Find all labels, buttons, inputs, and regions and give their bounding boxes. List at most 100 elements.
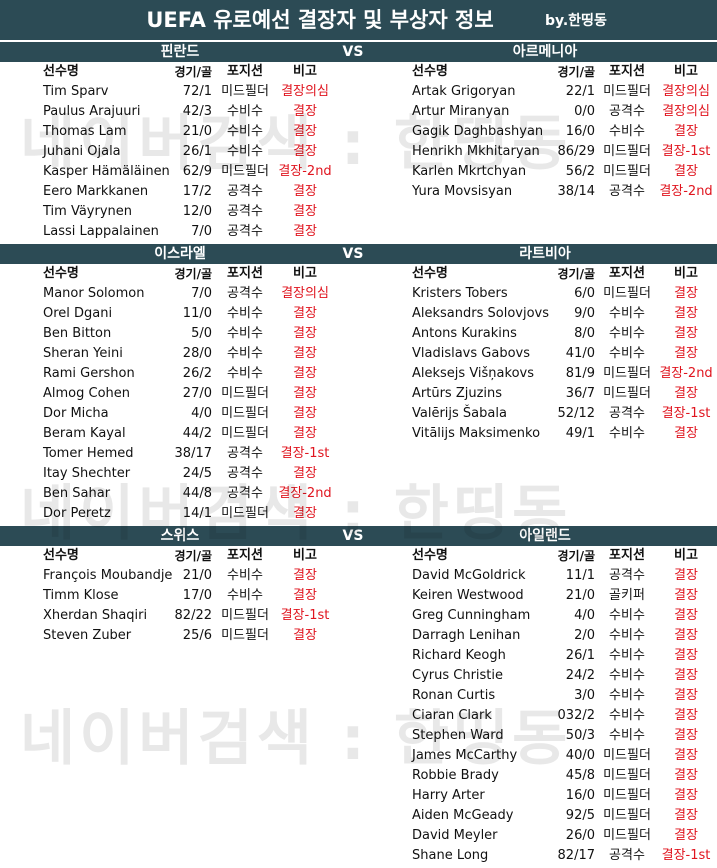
games-goals: 22/1 <box>565 84 595 99</box>
remark: 결장 <box>674 748 698 763</box>
column-header: 선수명 <box>412 266 448 281</box>
games-goals: 25/6 <box>182 628 212 643</box>
remark: 결장-1st <box>280 608 330 623</box>
remark: 결장-1st <box>661 848 711 863</box>
games-goals: 52/12 <box>557 406 595 421</box>
position: 공격수 <box>227 466 263 481</box>
column-header: 비고 <box>674 266 698 281</box>
games-goals: 2/0 <box>574 628 595 643</box>
position: 미드필더 <box>603 84 651 99</box>
remark: 결장의심 <box>281 286 329 301</box>
position: 수비수 <box>609 668 645 683</box>
position: 수비수 <box>227 306 263 321</box>
byline: by.한띵동 <box>545 13 607 29</box>
position: 수비수 <box>609 124 645 139</box>
games-goals: 9/0 <box>574 306 595 321</box>
games-goals: 45/8 <box>565 768 595 783</box>
player-name: Tim Väyrynen <box>43 204 133 219</box>
remark: 결장 <box>674 608 698 623</box>
column-header: 비고 <box>674 64 698 79</box>
position: 미드필더 <box>221 164 269 179</box>
remark: 결장 <box>293 406 317 421</box>
position: 미드필더 <box>603 144 651 159</box>
position: 수비수 <box>609 648 645 663</box>
remark: 결장 <box>293 204 317 219</box>
team-name: 스위스 <box>160 528 200 544</box>
position: 공격수 <box>227 204 263 219</box>
remark: 결장 <box>293 144 317 159</box>
player-name: Harry Arter <box>412 788 485 803</box>
remark: 결장의심 <box>662 84 710 99</box>
column-header: 비고 <box>293 64 317 79</box>
remark: 결장 <box>674 688 698 703</box>
remark: 결장 <box>293 124 317 139</box>
remark: 결장 <box>293 184 317 199</box>
position: 공격수 <box>227 486 263 501</box>
column-header: 경기/골 <box>174 267 212 281</box>
player-name: Robbie Brady <box>412 768 499 783</box>
position: 미드필더 <box>603 788 651 803</box>
position: 수비수 <box>609 628 645 643</box>
position: 수비수 <box>227 144 263 159</box>
player-name: Itay Shechter <box>43 466 131 481</box>
player-name: David Meyler <box>412 828 498 843</box>
player-name: Vitālijs Maksimenko <box>412 426 541 441</box>
remark: 결장 <box>293 506 317 521</box>
player-name: Thomas Lam <box>43 124 127 139</box>
team-name: 아일랜드 <box>519 528 571 544</box>
games-goals: 17/0 <box>182 588 212 603</box>
remark: 결장 <box>674 728 698 743</box>
team-name: 핀란드 <box>160 44 200 60</box>
games-goals: 36/7 <box>565 386 595 401</box>
player-name: Yura Movsisyan <box>412 184 513 199</box>
player-name: Ben Sahar <box>43 486 111 501</box>
remark: 결장 <box>293 426 317 441</box>
position: 수비수 <box>227 588 263 603</box>
remark: 결장 <box>674 668 698 683</box>
games-goals: 92/5 <box>565 808 595 823</box>
column-header: 포지션 <box>227 548 263 563</box>
player-name: Paulus Arajuuri <box>43 104 141 119</box>
position: 수비수 <box>609 708 645 723</box>
player-name: Tomer Hemed <box>43 446 134 461</box>
remark: 결장 <box>293 306 317 321</box>
column-header: 포지션 <box>609 64 645 79</box>
player-name: Stephen Ward <box>412 728 504 743</box>
player-name: Beram Kayal <box>43 426 126 441</box>
games-goals: 86/29 <box>557 144 595 159</box>
team-name: 이스라엘 <box>154 246 206 262</box>
games-goals: 50/3 <box>565 728 595 743</box>
player-name: Kristers Tobers <box>412 286 508 301</box>
remark: 결장 <box>674 588 698 603</box>
games-goals: 56/2 <box>565 164 595 179</box>
remark: 결장 <box>674 346 698 361</box>
player-name: Dor Peretz <box>43 506 111 521</box>
remark: 결장 <box>674 828 698 843</box>
remark: 결장 <box>674 306 698 321</box>
player-name: Almog Cohen <box>43 386 131 401</box>
games-goals: 44/2 <box>182 426 212 441</box>
player-name: Xherdan Shaqiri <box>43 608 148 623</box>
position: 수비수 <box>227 124 263 139</box>
player-name: Shane Long <box>412 848 489 863</box>
player-name: François Moubandje <box>43 568 173 583</box>
games-goals: 21/0 <box>182 124 212 139</box>
games-goals: 38/17 <box>174 446 212 461</box>
games-goals: 0/0 <box>574 104 595 119</box>
player-name: Gagik Daghbashyan <box>412 124 544 139</box>
remark: 결장 <box>293 466 317 481</box>
team-name: 아르메니아 <box>512 44 578 60</box>
column-header: 경기/골 <box>557 549 595 563</box>
position: 수비수 <box>227 104 263 119</box>
match-header-bar <box>0 524 717 546</box>
remark: 결장 <box>293 326 317 341</box>
games-goals: 4/0 <box>191 406 212 421</box>
position: 미드필더 <box>603 366 651 381</box>
remark: 결장 <box>674 164 698 179</box>
remark: 결장 <box>674 788 698 803</box>
position: 수비수 <box>609 326 645 341</box>
remark: 결장-1st <box>661 144 711 159</box>
remark: 결장 <box>674 124 698 139</box>
games-goals: 11/0 <box>182 306 212 321</box>
remark: 결장 <box>293 104 317 119</box>
